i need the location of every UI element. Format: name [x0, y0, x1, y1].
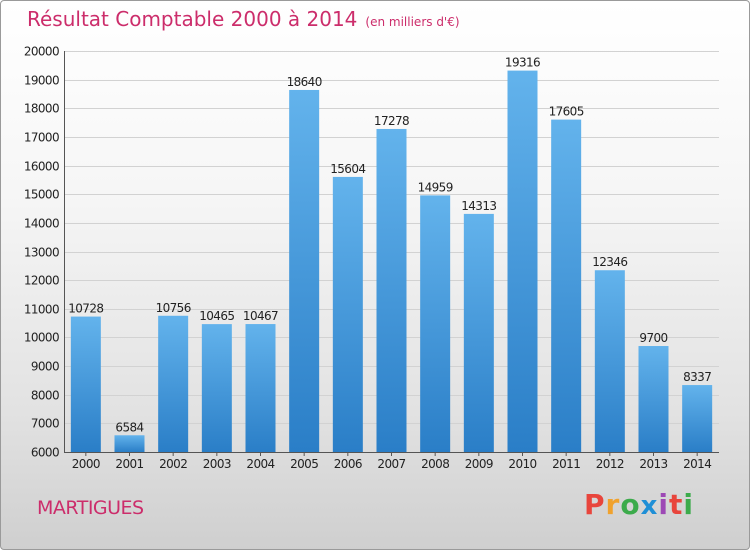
bar-value-label: 10728	[68, 302, 103, 316]
bar	[420, 195, 451, 452]
y-tick-label: 7000	[31, 417, 59, 431]
y-tick-label: 10000	[24, 331, 59, 345]
bar-value-label: 10465	[199, 309, 234, 323]
x-tick-label: 2005	[290, 457, 318, 471]
x-tick-label: 2011	[552, 457, 580, 471]
bar-value-label: 10756	[156, 301, 191, 315]
y-tick-label: 18000	[24, 102, 59, 116]
brand-logo[interactable]: Proxiti	[584, 488, 694, 521]
brand-logo-letter: i	[658, 488, 669, 521]
y-tick-label: 17000	[24, 131, 59, 145]
x-tick-label: 2012	[596, 457, 624, 471]
x-tick-label: 2009	[465, 457, 493, 471]
x-tick-label: 2002	[159, 457, 187, 471]
x-tick-label: 2003	[203, 457, 231, 471]
brand-logo-letter: P	[584, 488, 606, 521]
bar-value-label: 17605	[549, 105, 584, 119]
bar-value-label: 12346	[592, 255, 627, 269]
y-tick-label: 13000	[24, 246, 59, 260]
x-tick-label: 2000	[72, 457, 100, 471]
bar-value-label: 8337	[683, 370, 711, 384]
brand-logo-letter: t	[668, 488, 684, 521]
bar	[114, 435, 145, 452]
x-tick-label: 2008	[421, 457, 449, 471]
bar-value-label: 17278	[374, 114, 409, 128]
x-tick-label: 2007	[377, 457, 405, 471]
bar	[245, 324, 276, 452]
x-tick-label: 2014	[683, 457, 711, 471]
bar	[376, 128, 407, 452]
bar	[682, 385, 713, 452]
bar	[463, 213, 494, 452]
bar-value-label: 15604	[330, 162, 365, 176]
bar	[201, 324, 232, 452]
brand-logo-letter: r	[605, 488, 621, 521]
y-tick-label: 12000	[24, 274, 59, 288]
bar	[638, 346, 669, 452]
y-tick-label: 11000	[24, 303, 59, 317]
bar-value-label: 14313	[461, 199, 496, 213]
town-name: MARTIGUES	[37, 497, 144, 519]
y-tick-label: 14000	[24, 217, 59, 231]
bar	[551, 119, 582, 452]
title-unit: (en milliers d'€)	[365, 15, 460, 29]
bar	[158, 315, 189, 452]
y-tick-label: 9000	[31, 360, 59, 374]
x-tick-label: 2004	[246, 457, 274, 471]
brand-logo-letter: i	[683, 488, 694, 521]
bar-value-label: 19316	[505, 56, 540, 70]
x-tick-label: 2013	[639, 457, 667, 471]
y-tick-label: 19000	[24, 74, 59, 88]
bar-value-label: 14959	[418, 180, 453, 194]
x-tick-label: 2001	[115, 457, 143, 471]
chart-title: Résultat Comptable 2000 à 2014 (en millie…	[27, 7, 460, 31]
brand-logo-letter: o	[620, 488, 641, 521]
y-tick-label: 16000	[24, 160, 59, 174]
bar-value-label: 6584	[115, 420, 143, 434]
bar-value-label: 18640	[287, 75, 322, 89]
bar	[507, 70, 538, 453]
y-tick-label: 15000	[24, 188, 59, 202]
bar-value-label: 9700	[639, 331, 667, 345]
bar	[70, 316, 101, 452]
x-tick-label: 2010	[508, 457, 536, 471]
bar-value-label: 10467	[243, 309, 278, 323]
title-main: Résultat Comptable 2000 à 2014	[27, 7, 358, 31]
bar	[332, 176, 363, 452]
x-tick-label: 2006	[334, 457, 362, 471]
brand-logo-letter: x	[640, 491, 659, 521]
bar	[289, 89, 320, 452]
y-tick-label: 20000	[24, 45, 59, 59]
y-tick-label: 6000	[31, 446, 59, 460]
y-tick-label: 8000	[31, 389, 59, 403]
bar	[594, 270, 625, 452]
